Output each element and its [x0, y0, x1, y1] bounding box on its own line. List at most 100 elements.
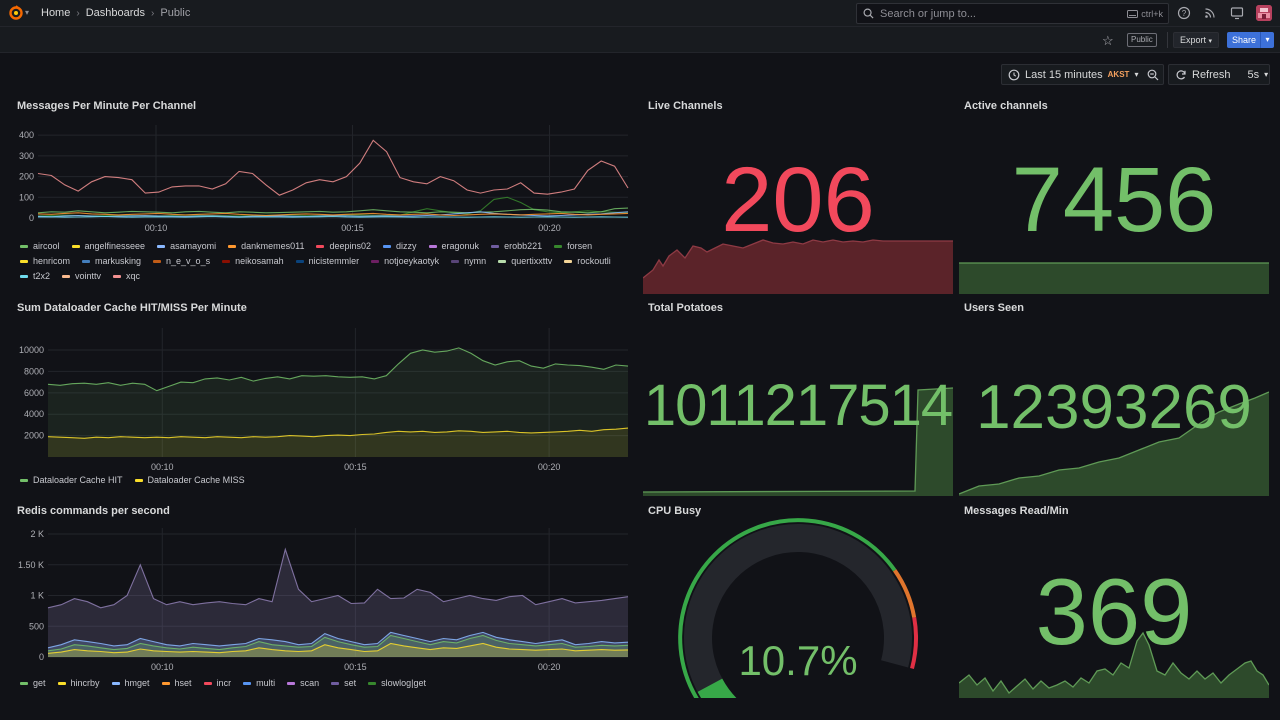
- series-line: [37, 139, 629, 196]
- legend-swatch: [554, 244, 563, 248]
- legend-item[interactable]: angelfinesseee: [71, 241, 146, 251]
- rss-feed-icon[interactable]: [1203, 6, 1217, 20]
- legend-item[interactable]: dankmemes011: [228, 241, 304, 251]
- legend-item[interactable]: nymn: [451, 256, 486, 266]
- monitor-icon[interactable]: [1230, 6, 1244, 20]
- legend-label: notjoeykaotyk: [384, 256, 440, 266]
- legend-label: erobb221: [504, 241, 543, 251]
- legend-item[interactable]: n_e_v_o_s: [153, 256, 210, 266]
- time-range-picker[interactable]: Last 15 minutes AKST ▾: [1001, 64, 1164, 85]
- user-avatar[interactable]: [1256, 5, 1272, 21]
- panel-cpu-busy: CPU Busy 10.7%: [643, 503, 953, 698]
- legend-item[interactable]: scan: [287, 678, 319, 688]
- grafana-logo-icon[interactable]: [8, 5, 24, 21]
- legend-item[interactable]: aircool: [20, 241, 60, 251]
- messages-chart[interactable]: 0 100 200 300 400 00:10 00:15 00:20: [0, 120, 640, 260]
- legend-swatch: [222, 259, 231, 263]
- legend-item[interactable]: nicistemmler: [295, 256, 359, 266]
- legend-item[interactable]: hincrby: [57, 678, 100, 688]
- legend-item[interactable]: multi: [243, 678, 275, 688]
- dataloader-chart[interactable]: 2000 4000 6000 8000 10000 00:10 00:15 00:20: [0, 322, 640, 472]
- legend-label: slowlog|get: [381, 678, 426, 688]
- legend-item[interactable]: vointtv: [62, 271, 101, 281]
- legend-item[interactable]: asamayomi: [157, 241, 216, 251]
- stat-value: 7456: [1011, 149, 1217, 251]
- dataloader-legend: Dataloader Cache HIT Dataloader Cache MIS…: [20, 475, 620, 485]
- y-tick-label: 300: [19, 151, 34, 161]
- legend-item[interactable]: rockoutli: [564, 256, 611, 266]
- gauge-track: [684, 524, 912, 698]
- legend-swatch: [20, 681, 28, 685]
- breadcrumb-dashboards[interactable]: Dashboards: [85, 7, 146, 19]
- share-button[interactable]: Share: [1227, 32, 1262, 48]
- legend-item[interactable]: t2x2: [20, 271, 50, 281]
- legend-item[interactable]: incr: [203, 678, 231, 688]
- legend-label: get: [33, 678, 46, 688]
- legend-item[interactable]: Dataloader Cache HIT: [20, 475, 123, 485]
- stat-value: 12393269: [976, 373, 1252, 442]
- legend-swatch: [228, 244, 237, 248]
- legend-swatch: [153, 259, 162, 263]
- legend-label: angelfinesseee: [84, 241, 146, 251]
- star-icon[interactable]: ☆: [1102, 33, 1114, 48]
- y-tick-label: 0: [29, 213, 34, 223]
- redis-chart[interactable]: 0 500 1 K 1.50 K 2 K 00:10 00:15 00:20: [0, 523, 640, 683]
- legend-item[interactable]: quertixxttv: [498, 256, 552, 266]
- series-line: [47, 427, 629, 439]
- legend-item[interactable]: deepins02: [316, 241, 371, 251]
- chevron-down-icon: ▾: [1208, 38, 1213, 45]
- chevron-right-icon: ›: [151, 7, 155, 19]
- panel-active-channels: Active channels 7456: [959, 98, 1269, 294]
- zoom-out-icon: [1147, 69, 1158, 80]
- legend-swatch: [383, 244, 392, 248]
- share-menu-chevron-icon[interactable]: ▾: [1260, 32, 1274, 48]
- top-nav-bar: ▾ Home › Dashboards › Public Search or j…: [0, 0, 1280, 27]
- breadcrumb-home[interactable]: Home: [41, 7, 71, 19]
- legend-item[interactable]: dizzy: [383, 241, 417, 251]
- legend-item[interactable]: erobb221: [491, 241, 542, 251]
- export-button[interactable]: Export ▾: [1173, 32, 1220, 48]
- legend-item[interactable]: markusking: [82, 256, 141, 266]
- panel-title: CPU Busy: [648, 505, 702, 517]
- legend-item[interactable]: set: [331, 678, 356, 688]
- legend-swatch: [368, 681, 377, 685]
- panel-title: Redis commands per second: [17, 505, 170, 517]
- chevron-right-icon: ›: [76, 7, 80, 19]
- legend-item[interactable]: xqc: [113, 271, 140, 281]
- legend-swatch: [71, 244, 80, 248]
- legend-item[interactable]: slowlog|get: [368, 678, 426, 688]
- legend-item[interactable]: eragonuk: [428, 241, 479, 251]
- legend-swatch: [243, 681, 252, 685]
- legend-swatch: [316, 244, 325, 248]
- refresh-interval[interactable]: 5s: [1247, 68, 1260, 81]
- x-tick-label: 00:10: [145, 223, 168, 233]
- legend-swatch: [287, 681, 296, 685]
- help-icon[interactable]: ?: [1177, 6, 1191, 20]
- legend-item[interactable]: hmget: [111, 678, 150, 688]
- legend-label: asamayomi: [170, 241, 217, 251]
- series-line: [47, 642, 629, 654]
- legend-item[interactable]: hset: [161, 678, 192, 688]
- series-area: [48, 643, 628, 657]
- series-line: [47, 634, 629, 652]
- x-tick-label: 00:15: [341, 223, 364, 233]
- legend-item[interactable]: forsen: [554, 241, 592, 251]
- chevron-down-icon[interactable]: ▾: [25, 8, 30, 17]
- series-line: [37, 215, 629, 218]
- y-tick-label: 2000: [24, 431, 44, 441]
- legend-item[interactable]: get: [20, 678, 46, 688]
- users-seen-sparkline: [959, 391, 1269, 496]
- legend-item[interactable]: henricom: [20, 256, 70, 266]
- legend-item[interactable]: Dataloader Cache MISS: [134, 475, 245, 485]
- zoom-out-button[interactable]: [1141, 64, 1164, 85]
- legend-item[interactable]: notjoeykaotyk: [371, 256, 439, 266]
- legend-label: Dataloader Cache MISS: [147, 475, 245, 485]
- time-range-label: Last 15 minutes: [1025, 68, 1103, 81]
- panel-title: Total Potatoes: [648, 302, 723, 314]
- stat-value: 369: [1035, 559, 1193, 664]
- legend-item[interactable]: neikosamah: [222, 256, 284, 266]
- legend-label: set: [344, 678, 357, 688]
- refresh-button[interactable]: Refresh 5s ▾: [1168, 64, 1270, 85]
- search-input[interactable]: Search or jump to... ctrl+k: [856, 3, 1169, 24]
- legend-label: nymn: [464, 256, 487, 266]
